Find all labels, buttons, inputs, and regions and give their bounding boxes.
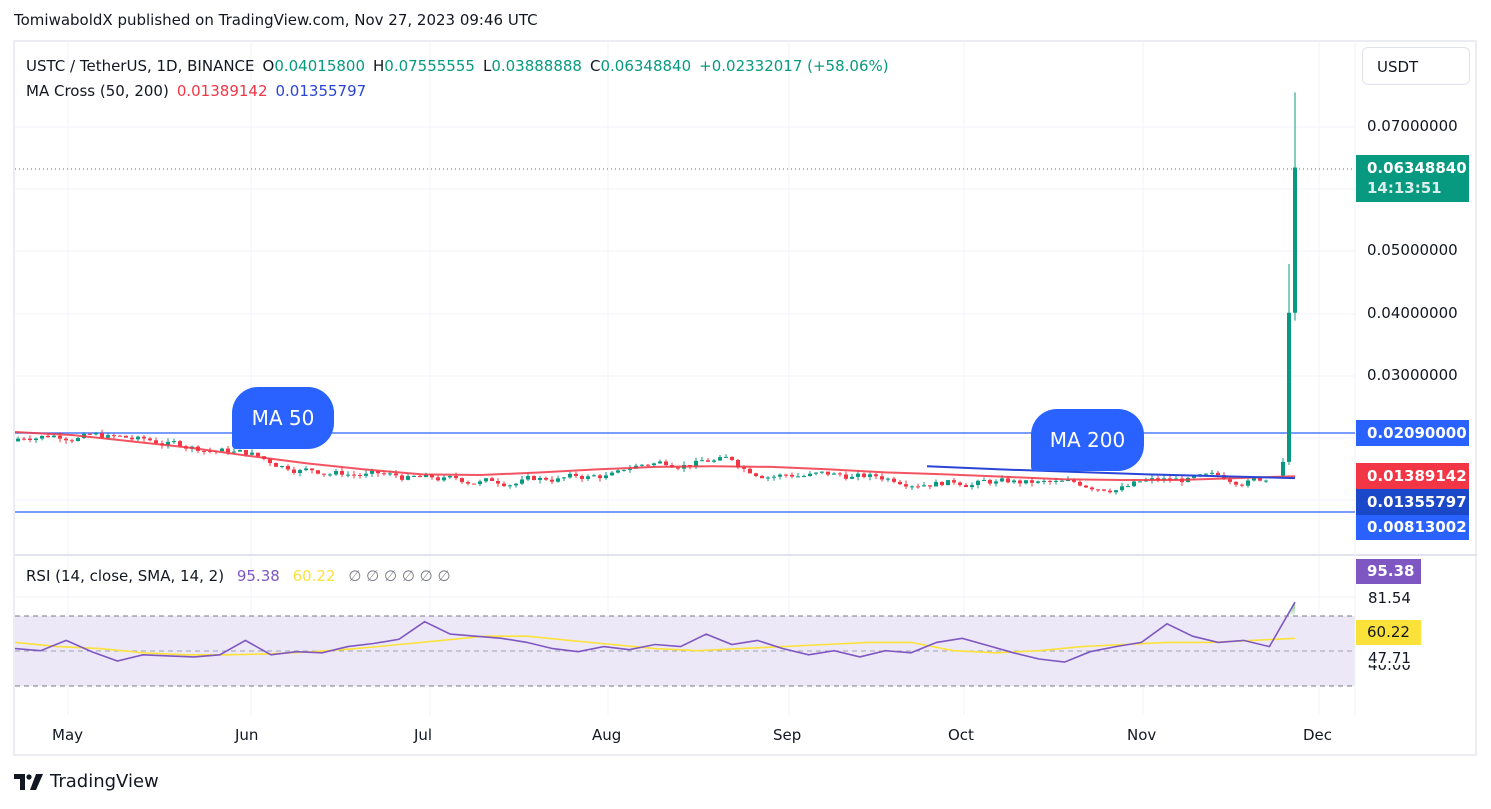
x-tick-dec: Dec [1303,726,1333,744]
ma-cross-title[interactable]: MA Cross (50, 200) [26,82,169,100]
x-tick-nov: Nov [1127,726,1157,744]
tradingview-brand[interactable]: TradingView [14,771,159,792]
ma200-line[interactable] [926,465,1296,480]
x-tick-jul: Jul [414,726,433,744]
symbol-title[interactable]: USTC / TetherUS, 1D, BINANCE [26,57,255,75]
ma50-value: 0.01389142 [176,82,268,100]
ma50-tag: 0.01389142 [1356,463,1469,489]
rsi-sma-line[interactable] [14,635,1296,656]
bar-countdown: 14:13:51 [1367,179,1442,197]
rsi-empty-values: ∅ ∅ ∅ ∅ ∅ ∅ [348,567,451,585]
close-label: C [589,57,601,75]
high-label: H [373,57,385,75]
rsi-upper-tick: 81.54 [1368,589,1411,607]
open-label: O [262,57,275,75]
open-value: 0.04015800 [274,57,365,75]
tradingview-logo-icon [14,773,43,790]
ma200-annotation[interactable]: MA 200 [1031,409,1144,471]
price-tick: 0.04000000 [1367,304,1458,322]
price-tick: 0.07000000 [1367,117,1458,135]
high-value: 0.07555555 [384,57,475,75]
low-label: L [482,57,492,75]
x-tick-sep: Sep [773,726,802,744]
rsi-lower-tick: 40.00 [1368,665,1411,673]
currency-button[interactable]: USDT [1362,47,1470,85]
last-price-tag: 0.06348840 14:13:51 [1356,155,1469,202]
candlestick-series[interactable] [16,92,1297,495]
change-value: +0.02332017 (+58.06%) [699,57,889,75]
ma50-annotation[interactable]: MA 50 [232,387,334,449]
low-value: 0.03888888 [491,57,582,75]
close-value: 0.06348840 [600,57,692,75]
rsi-title[interactable]: RSI (14, close, SMA, 14, 2) [26,567,225,585]
x-tick-jun: Jun [235,726,259,744]
rsi-sma-value: 60.22 [292,567,336,585]
x-tick-aug: Aug [592,726,622,744]
rsi-mid-tick: 47.71 [1368,649,1411,667]
brand-name: TradingView [50,771,159,792]
rsi-legend: RSI (14, close, SMA, 14, 2) 95.38 60.22 … [26,567,451,585]
rsi-tag: 95.38 [1356,559,1421,584]
rsi-line[interactable] [14,601,1296,663]
last-price-value: 0.06348840 [1367,159,1467,177]
price-tick: 0.05000000 [1367,241,1458,259]
ma200-tag: 0.01355797 [1356,489,1469,515]
x-tick-may: May [52,726,84,744]
hline-upper-tag: 0.02090000 [1356,420,1469,446]
price-tick: 0.03000000 [1367,366,1458,384]
ma200-value: 0.01355797 [275,82,367,100]
hline-lower-tag: 0.00813002 [1356,515,1469,540]
ma50-line[interactable] [14,431,1296,481]
x-tick-oct: Oct [948,726,974,744]
rsi-sma-tag: 60.22 [1356,620,1421,645]
rsi-value: 95.38 [236,567,280,585]
publisher-caption: TomiwaboldX published on TradingView.com… [14,11,538,29]
rsi-lower-tick-partial: 40.00 [1368,665,1411,673]
main-legend: USTC / TetherUS, 1D, BINANCE O 0.04015800… [26,54,889,104]
